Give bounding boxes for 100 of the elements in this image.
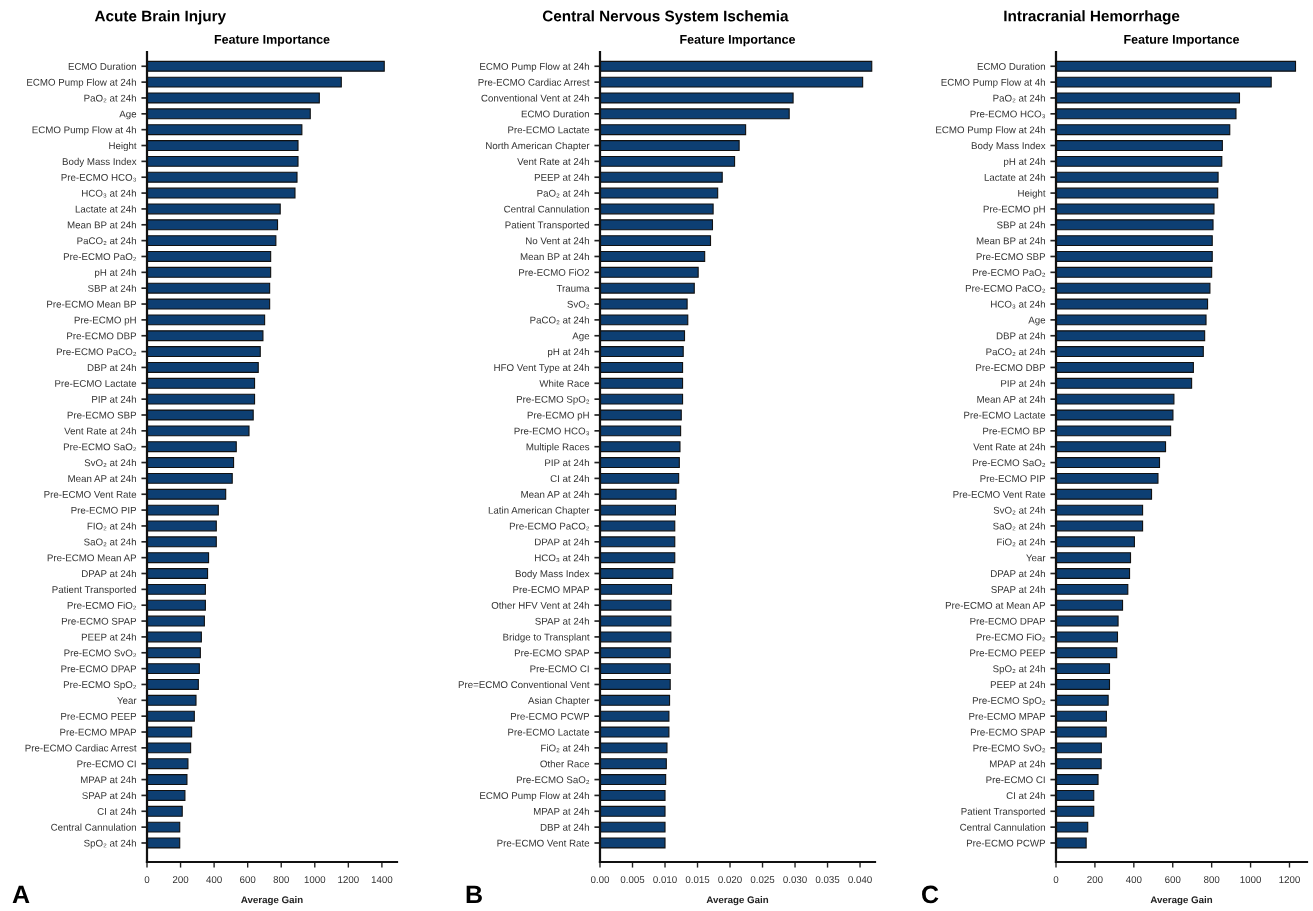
x-tick-label: 800 xyxy=(1203,876,1220,884)
y-tick-label: Pre-ECMO SaO₂ xyxy=(63,443,137,452)
x-tick-label: 800 xyxy=(273,876,289,884)
y-tick-label: Pre-ECMO SvO₂ xyxy=(64,649,137,658)
y-tick-label: Other HFV Vent at 24h xyxy=(491,601,589,609)
x-tick-label: 0.010 xyxy=(653,876,677,884)
y-tick-label: Pre-ECMO SaO₂ xyxy=(972,459,1046,467)
y-tick-label: Pre-ECMO Vent Rate xyxy=(953,490,1046,498)
y-tick-label: Lactate at 24h xyxy=(984,173,1045,181)
y-tick-label: Mean BP at 24h xyxy=(976,237,1045,245)
y-tick-label: SvO₂ at 24h xyxy=(84,459,136,467)
y-tick-label: Pre-ECMO Lactate xyxy=(964,411,1046,419)
chart-title: Intracranial Hemorrhage xyxy=(1004,10,1180,25)
y-tick-label: Vent Rate at 24h xyxy=(517,157,589,165)
y-tick-label: Vent Rate at 24h xyxy=(973,443,1045,451)
y-tick-label: Lactate at 24h xyxy=(75,205,136,213)
y-tick-label: Pre-ECMO SBP xyxy=(976,253,1046,261)
x-tick-label: 0.025 xyxy=(750,876,775,884)
y-tick-label: Pre-ECMO SpO₂ xyxy=(972,697,1046,706)
y-tick-label: Central Cannulation xyxy=(504,205,589,213)
x-axis-title: Average Gain xyxy=(241,896,303,906)
y-tick-label: Age xyxy=(1028,316,1046,326)
y-tick-label: PaO₂ at 24h xyxy=(993,94,1045,103)
chart-title: Central Nervous System Ischemia xyxy=(542,10,789,25)
y-tick-label: Pre-ECMO Lactate xyxy=(508,126,590,134)
y-tick-label: Pre-ECMO DBP xyxy=(976,364,1046,372)
chart-subtitle: Feature Importance xyxy=(214,35,330,47)
x-tick-label: 600 xyxy=(240,876,256,884)
y-tick-label: ECMO Pump Flow at 4h xyxy=(32,126,136,136)
y-tick-label: PaO₂ at 24h xyxy=(537,189,589,198)
y-tick-label: DPAP at 24h xyxy=(535,538,589,546)
text: C xyxy=(922,885,939,904)
x-tick-label: 1000 xyxy=(304,876,326,884)
y-tick-label: Pre=ECMO Conventional Vent xyxy=(458,680,590,689)
y-tick-label: ECMO Pump Flow at 24h xyxy=(480,62,589,72)
y-tick-label: Multiple Races xyxy=(526,443,590,453)
y-tick-label: Pre-ECMO PIP xyxy=(980,475,1046,483)
x-tick-label: 0 xyxy=(144,876,150,884)
y-tick-label: Pre-ECMO Vent Rate xyxy=(44,490,137,498)
y-tick-label: Pre-ECMO PEEP xyxy=(61,712,137,720)
y-tick-label: Pre-ECMO DBP xyxy=(67,332,137,340)
y-tick-label: PIP at 24h xyxy=(92,395,136,403)
y-tick-label: PaO₂ at 24h xyxy=(84,94,136,103)
y-tick-label: SPAP at 24h xyxy=(991,585,1045,593)
y-tick-label: Pre-ECMO CI xyxy=(77,760,136,768)
y-tick-label: Pre-ECMO MPAP xyxy=(969,712,1046,720)
y-tick-label: Pre-ECMO FiO₂ xyxy=(976,633,1046,642)
y-tick-label: HCO₃ at 24h xyxy=(535,554,589,563)
x-tick-label: 400 xyxy=(1125,876,1142,884)
y-tick-label: PaCO₂ at 24h xyxy=(530,316,589,325)
y-tick-label: Mean AP at 24h xyxy=(521,490,589,498)
y-tick-label: Pre-ECMO SPAP xyxy=(514,649,590,657)
y-tick-label: Pre-ECMO Cardiac Arrest xyxy=(478,78,590,86)
y-tick-label: Mean BP at 24h xyxy=(67,221,136,229)
y-tick-label: Pre-ECMO Cardiac Arrest xyxy=(25,744,137,752)
y-tick-label: Mean BP at 24h xyxy=(520,252,589,261)
y-tick-label: Vent Rate at 24h xyxy=(64,427,136,435)
y-tick-label: DBP at 24h xyxy=(540,823,589,831)
y-tick-label: White Race xyxy=(539,379,590,387)
y-tick-label: Pre-ECMO CI xyxy=(530,665,589,673)
y-tick-label: Central Cannulation xyxy=(51,823,136,831)
x-tick-label: 200 xyxy=(172,876,189,884)
y-tick-label: Central Cannulation xyxy=(960,823,1045,831)
x-tick-label: 600 xyxy=(1165,876,1181,884)
y-tick-label: Pre-ECMO PCWP xyxy=(510,712,590,720)
y-tick-label: Patient Transported xyxy=(961,807,1045,817)
y-tick-label: Pre-ECMO PaO₂ xyxy=(63,253,137,261)
y-tick-label: Pre-ECMO Vent Rate xyxy=(497,839,590,847)
y-tick-label: Patient Transported xyxy=(505,221,589,231)
y-tick-label: SPAP at 24h xyxy=(82,791,136,800)
y-tick-label: SpO₂ at 24h xyxy=(993,665,1045,675)
y-tick-label: pH at 24h xyxy=(95,268,136,278)
y-tick-label: Other Race xyxy=(540,760,590,768)
y-tick-label: CI at 24h xyxy=(97,807,136,815)
y-tick-label: MPAP at 24h xyxy=(80,776,136,784)
y-tick-label: Pre-ECMO FiO₂ xyxy=(67,601,137,610)
y-tick-label: Pre-ECMO MPAP xyxy=(513,586,590,593)
y-tick-label: Pre-ECMO SpO₂ xyxy=(516,395,590,405)
y-tick-label: Bridge to Transplant xyxy=(503,633,590,643)
y-tick-label: pH at 24h xyxy=(548,348,589,358)
y-tick-label: Pre-ECMO SpO₂ xyxy=(63,681,137,691)
y-tick-label: CI at 24h xyxy=(1006,791,1045,800)
y-tick-label: Pre-ECMO CI xyxy=(986,776,1045,784)
chart-subtitle: Feature Importance xyxy=(680,35,796,47)
y-tick-label: Pre-ECMO HCO₃ xyxy=(970,110,1046,119)
y-tick-label: Asian Chapter xyxy=(528,696,590,706)
y-tick-label: PEEP at 24h xyxy=(534,173,589,181)
y-tick-label: DPAP at 24h xyxy=(991,569,1045,578)
y-tick-label: FIO₂ at 24h xyxy=(87,522,136,531)
y-tick-label: Pre-ECMO FiO2 xyxy=(519,268,590,276)
y-tick-label: Pre-ECMO pH xyxy=(527,411,589,421)
y-tick-label: PEEP at 24h xyxy=(81,633,136,641)
text: A xyxy=(12,885,30,903)
y-tick-label: ECMO Duration xyxy=(977,62,1045,70)
y-tick-label: Pre-ECMO PaCO₂ xyxy=(509,522,590,531)
x-tick-label: 0.040 xyxy=(848,876,872,884)
y-tick-label: Pre-ECMO DPAP xyxy=(61,665,137,673)
x-tick-label: 1000 xyxy=(1240,876,1262,884)
x-tick-label: 0.030 xyxy=(783,876,807,884)
y-tick-label: Pre-ECMO pH xyxy=(983,205,1045,215)
